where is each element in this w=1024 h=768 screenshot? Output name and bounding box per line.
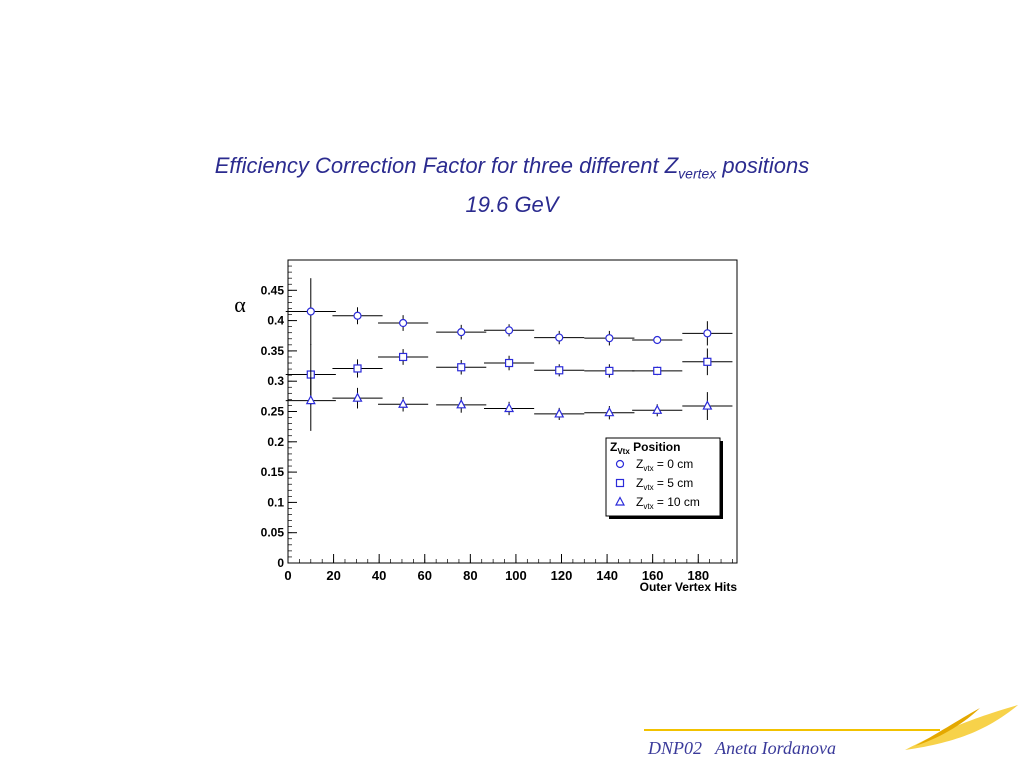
legend-entry-label: Zvtx = 10 cm bbox=[636, 495, 700, 511]
data-point bbox=[604, 406, 615, 417]
data-point bbox=[353, 311, 362, 320]
data-point bbox=[306, 307, 315, 316]
title-energy: 19.6 GeV bbox=[465, 192, 559, 218]
data-point bbox=[555, 333, 564, 342]
data-series-circle bbox=[285, 278, 733, 346]
x-tick-label: 100 bbox=[505, 568, 527, 583]
y-tick-label: 0.3 bbox=[267, 374, 284, 388]
data-point bbox=[703, 329, 712, 338]
data-point bbox=[398, 352, 408, 362]
data-point bbox=[653, 366, 662, 375]
data-series-square bbox=[285, 344, 733, 405]
legend-entry: Zvtx = 10 cm bbox=[615, 495, 700, 511]
data-point bbox=[457, 363, 466, 372]
legend-entry-label: Zvtx = 5 cm bbox=[636, 476, 693, 492]
y-tick-label: 0.05 bbox=[261, 526, 285, 540]
data-point bbox=[652, 404, 663, 414]
data-point bbox=[398, 318, 408, 328]
data-point bbox=[456, 399, 467, 409]
x-tick-label: 120 bbox=[551, 568, 573, 583]
data-point bbox=[615, 459, 625, 469]
x-tick-label: 80 bbox=[463, 568, 477, 583]
y-tick-label: 0.15 bbox=[261, 465, 285, 479]
x-tick-label: 180 bbox=[687, 568, 709, 583]
data-point bbox=[615, 496, 625, 506]
data-point bbox=[353, 364, 362, 373]
legend-entry-label: Zvtx = 0 cm bbox=[636, 457, 693, 473]
data-point bbox=[504, 326, 514, 335]
data-point bbox=[352, 392, 363, 402]
data-point bbox=[398, 398, 409, 408]
title-subscript: vertex bbox=[678, 165, 717, 182]
y-tick-label: 0.4 bbox=[267, 314, 284, 328]
data-point bbox=[702, 400, 713, 410]
data-point bbox=[615, 478, 625, 488]
data-point bbox=[653, 335, 662, 345]
legend-title: ZVtx Position bbox=[610, 440, 680, 456]
legend-box bbox=[605, 437, 721, 517]
x-tick-label: 160 bbox=[642, 568, 664, 583]
legend-entry: Zvtx = 5 cm bbox=[615, 476, 693, 492]
title-line: Efficiency Correction Factor for three d… bbox=[0, 150, 1024, 189]
y-tick-label: 0.1 bbox=[267, 495, 284, 509]
y-tick-label: 0.2 bbox=[267, 435, 284, 449]
x-tick-label: 60 bbox=[418, 568, 432, 583]
y-tick-label: 0.25 bbox=[261, 405, 285, 419]
data-point bbox=[703, 357, 712, 366]
data-point bbox=[457, 328, 466, 337]
y-tick-label: 0 bbox=[277, 556, 284, 570]
footer-swoosh-accent bbox=[915, 708, 980, 746]
data-point bbox=[605, 334, 614, 343]
x-tick-label: 0 bbox=[284, 568, 291, 583]
title-main: Efficiency Correction Factor for three d… bbox=[214, 153, 679, 178]
footer-text: DNP02 Aneta Iordanova bbox=[648, 738, 836, 758]
data-point bbox=[504, 402, 515, 413]
title-end: positions bbox=[716, 153, 810, 178]
legend-entry: Zvtx = 0 cm bbox=[615, 457, 693, 473]
slide-title: Efficiency Correction Factor for three d… bbox=[0, 150, 1024, 221]
x-tick-label: 20 bbox=[326, 568, 340, 583]
data-point bbox=[305, 394, 316, 405]
x-axis-label: Outer Vertex Hits bbox=[640, 580, 738, 594]
data-series-triangle bbox=[285, 370, 733, 431]
y-tick-label: 0.35 bbox=[261, 344, 285, 358]
data-point bbox=[554, 408, 565, 418]
x-tick-label: 40 bbox=[372, 568, 386, 583]
data-point bbox=[504, 358, 514, 368]
y-axis-label: α bbox=[234, 292, 246, 317]
data-point bbox=[605, 366, 614, 375]
data-point bbox=[555, 366, 564, 375]
x-tick-label: 140 bbox=[596, 568, 618, 583]
y-tick-label: 0.45 bbox=[261, 283, 285, 297]
